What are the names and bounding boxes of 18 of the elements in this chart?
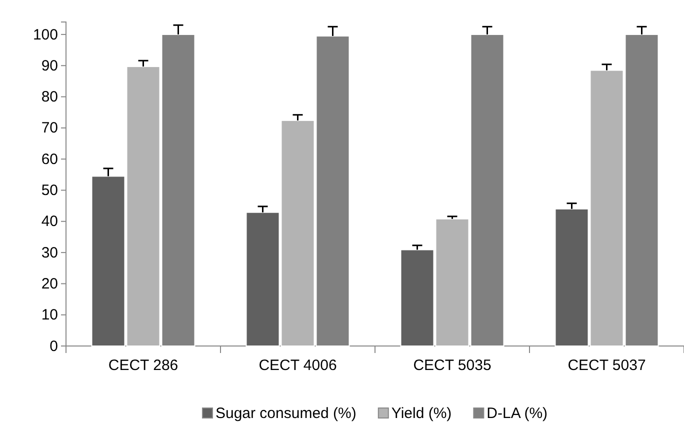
y-tick-label: 90 bbox=[41, 57, 58, 74]
x-tick-label: CECT 4006 bbox=[258, 357, 337, 374]
legend-label: D-LA (%) bbox=[486, 405, 548, 422]
y-tick-label: 10 bbox=[41, 306, 58, 324]
y-tick-label: 60 bbox=[41, 150, 58, 168]
y-tick-label: 30 bbox=[41, 244, 58, 262]
y-tick-label: 100 bbox=[32, 26, 58, 44]
y-tick-label: 0 bbox=[50, 338, 58, 355]
x-tick-label: CECT 5035 bbox=[413, 357, 492, 374]
y-tick-label: 80 bbox=[41, 88, 58, 106]
x-tick-label: CECT 5037 bbox=[568, 357, 646, 374]
legend-label: Yield (%) bbox=[391, 405, 452, 422]
legend-label: Sugar consumed (%) bbox=[215, 405, 356, 422]
x-tick-label: CECT 286 bbox=[108, 357, 178, 374]
y-tick-label: 20 bbox=[41, 275, 58, 292]
y-tick-label: 40 bbox=[41, 213, 58, 230]
y-tick-label: 70 bbox=[41, 120, 58, 137]
y-tick-label: 50 bbox=[41, 182, 58, 200]
